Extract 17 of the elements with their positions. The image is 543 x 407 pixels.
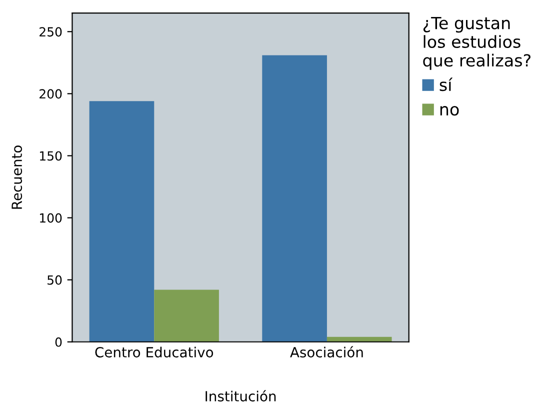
y-tick-label: 100 (40, 213, 62, 223)
bar (326, 336, 392, 342)
y-tick-label: 0 (55, 337, 62, 347)
y-tick-label: 50 (48, 275, 62, 285)
bar (89, 101, 154, 342)
legend-title: ¿Te gustan los estudios que realizas? (423, 16, 530, 70)
y-axis-title: Recuento (12, 146, 22, 209)
legend-label: sí (440, 78, 453, 92)
y-tick-label: 200 (40, 89, 62, 99)
y-tick-label: 150 (40, 151, 62, 161)
x-tick-label: Asociación (290, 346, 363, 358)
x-axis-title: Institución (206, 390, 276, 402)
legend-label: no (440, 106, 459, 116)
bar (262, 55, 327, 342)
x-tick-label: Centro Educativo (95, 346, 214, 358)
bar (154, 290, 219, 342)
y-tick-label: 250 (40, 27, 62, 37)
